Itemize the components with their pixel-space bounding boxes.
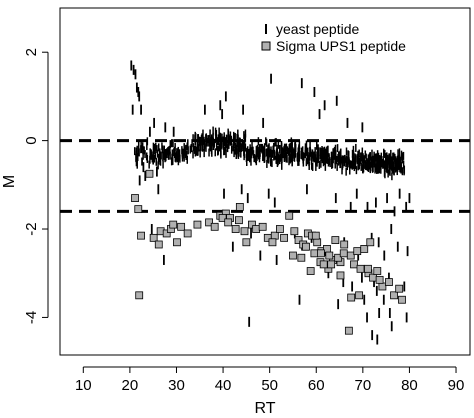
x-axis-label: RT [254, 400, 275, 417]
ups1-point [366, 238, 375, 247]
y-axis: -4 -2 0 2 [23, 48, 49, 324]
ups1-point [294, 236, 303, 244]
ups1-point [183, 229, 192, 238]
ups1-point [177, 222, 186, 231]
yeast-series [130, 60, 411, 345]
ups1-point [369, 273, 377, 282]
y-tick-label: 2 [23, 48, 40, 56]
x-tick-label: 40 [215, 377, 232, 394]
legend-label-yeast: yeast peptide [276, 21, 359, 37]
ups1-point [398, 295, 406, 304]
ups1-point [205, 218, 213, 227]
x-tick-label: 70 [354, 377, 371, 394]
ups1-point [258, 222, 267, 231]
x-tick-label: 60 [308, 377, 325, 394]
legend-label-ups1: Sigma UPS1 peptide [276, 38, 406, 54]
y-axis-label: M [1, 175, 18, 188]
ups1-point [310, 249, 319, 258]
legend-marker-ups1 [261, 41, 271, 51]
y-tick-label: 0 [23, 136, 40, 144]
ups1-point [331, 236, 340, 244]
ups1-point [145, 169, 154, 178]
ups1-point [347, 293, 356, 302]
ups1-point [306, 267, 315, 275]
ups1-point [169, 220, 178, 229]
ups1-point [173, 238, 181, 247]
ups1-point [390, 291, 398, 300]
ups1-point [355, 291, 364, 300]
ups1-point [224, 218, 233, 227]
legend: yeast peptide Sigma UPS1 peptide [261, 21, 406, 54]
ups1-point [395, 284, 404, 293]
ups1-point [240, 227, 249, 236]
ups1-point [340, 240, 349, 249]
ups1-point [162, 229, 171, 238]
ups1-point [149, 233, 158, 242]
x-tick-label: 10 [75, 377, 92, 394]
y-tick-label: -2 [23, 222, 40, 235]
ups1-point [344, 326, 353, 335]
ups1-point [325, 251, 334, 260]
ups1-point [302, 242, 310, 251]
x-tick-label: 20 [122, 377, 139, 394]
ups1-series [131, 169, 406, 335]
ups1-point [311, 231, 320, 240]
x-tick-label: 30 [168, 377, 185, 394]
x-tick-label: 80 [401, 377, 418, 394]
ups1-point [252, 225, 261, 233]
ups1-point [285, 211, 294, 220]
ups1-point [313, 238, 322, 247]
ups1-point [334, 253, 343, 262]
ups1-point [327, 260, 336, 269]
ups1-point [336, 271, 345, 280]
ups1-point [137, 231, 145, 240]
ups1-point [131, 194, 139, 202]
ups1-point [346, 251, 355, 260]
reference-lines [60, 139, 470, 213]
x-axis: 10 20 30 40 50 60 70 80 90 [75, 366, 465, 394]
ups1-point [297, 253, 306, 262]
ups1-point [339, 249, 348, 258]
ups1-point [218, 214, 227, 222]
ups1-point [353, 247, 362, 256]
ups1-point [280, 233, 289, 242]
ups1-point [135, 291, 144, 300]
ups1-point [154, 240, 163, 249]
ups1-point [248, 220, 256, 229]
x-tick-label: 90 [448, 377, 465, 394]
ups1-point [375, 275, 384, 284]
x-tick-label: 50 [261, 377, 278, 394]
ups1-point [270, 231, 279, 240]
ups1-point [242, 238, 251, 247]
ups1-point [276, 225, 284, 233]
ups1-point [231, 225, 240, 233]
ups1-point [385, 278, 393, 286]
ups1-point [319, 260, 328, 269]
ups1-point [193, 220, 202, 229]
ups1-point [134, 205, 143, 214]
ups1-point [317, 249, 325, 258]
ups1-point [235, 203, 244, 211]
ups1-point [268, 238, 277, 247]
ups1-point [360, 245, 369, 253]
ups1-point [378, 282, 387, 291]
y-tick-label: -4 [23, 311, 40, 324]
ups1-point [235, 216, 243, 225]
ups1-point [289, 251, 297, 260]
ups1-point [290, 227, 299, 236]
ups1-point [356, 264, 365, 273]
ups1-point [364, 264, 372, 273]
ups1-point [373, 267, 382, 275]
plot-frame [59, 7, 471, 356]
ups1-point [210, 222, 219, 231]
ups1-point [350, 260, 358, 269]
